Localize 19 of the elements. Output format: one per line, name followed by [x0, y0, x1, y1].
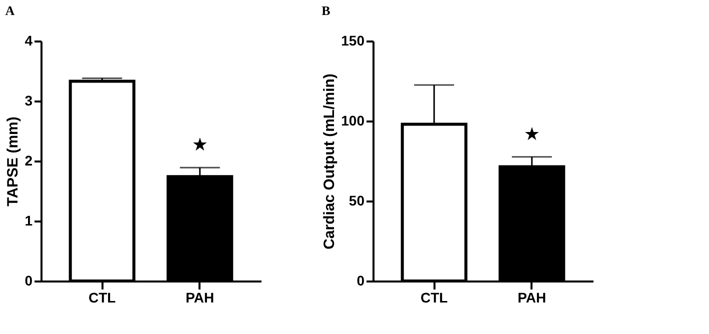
y-tick-label: 50 [348, 192, 365, 208]
y-tick-label: 150 [341, 32, 365, 48]
x-tick-label: PAH [186, 290, 214, 306]
y-axis-title: Cardiac Output (mL/min) [321, 74, 338, 250]
y-tick-label: 1 [24, 212, 33, 228]
y-tick-label: 0 [24, 272, 33, 288]
y-tick-label: 4 [24, 32, 33, 48]
annotation: ★ [524, 124, 540, 145]
y-axis-title: TAPSE (mm) [4, 116, 22, 206]
y-tick-label: 0 [356, 272, 365, 288]
y-tick-label: 3 [24, 92, 33, 108]
chart-title: A [5, 3, 16, 18]
y-tick-label: 2 [24, 152, 33, 168]
chart-title: B [322, 3, 331, 18]
x-tick-label: CTL [420, 290, 448, 306]
annotation: ★ [192, 134, 208, 156]
x-tick-label: CTL [88, 290, 116, 306]
x-tick-label: PAH [518, 290, 546, 306]
y-tick-label: 100 [341, 112, 365, 128]
